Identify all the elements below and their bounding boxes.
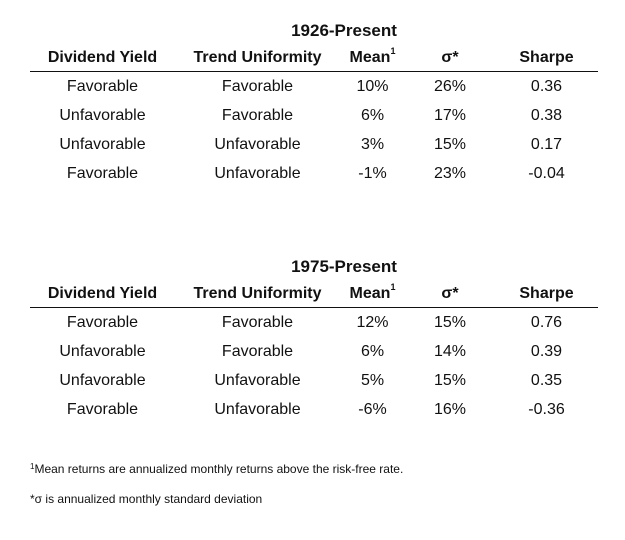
cell-trend-uniformity: Favorable — [221, 77, 294, 95]
footnote-marker: 1 — [30, 462, 35, 471]
cell-dividend-yield: Unfavorable — [59, 106, 146, 124]
table-row: Unfavorable Unfavorable 5% 15% 0.35 — [30, 366, 598, 395]
cell-dividend-yield: Favorable — [66, 313, 139, 331]
footnote-marker: 1 — [390, 45, 396, 56]
table-1926-present: 1926-Present Dividend Yield Trend Unifor… — [30, 18, 598, 188]
table-title: 1926-Present — [291, 21, 397, 40]
cell-sharpe: 0.17 — [530, 135, 563, 153]
cell-trend-uniformity: Favorable — [221, 342, 294, 360]
table-row: Favorable Favorable 12% 15% 0.76 — [30, 308, 598, 337]
header-trend-uniformity: Trend Uniformity — [193, 284, 322, 302]
header-mean: Mean1 — [340, 45, 405, 67]
cell-mean: -1% — [358, 164, 387, 182]
header-sharpe: Sharpe — [519, 48, 574, 66]
cell-mean: 6% — [360, 342, 385, 360]
cell-dividend-yield: Favorable — [66, 164, 139, 182]
header-sigma: σ* — [441, 284, 459, 302]
header-trend-uniformity: Trend Uniformity — [193, 48, 322, 66]
footnote-2-text: *σ is annualized monthly standard deviat… — [30, 492, 263, 506]
cell-sigma: 15% — [433, 135, 467, 153]
cell-sharpe: 0.76 — [530, 313, 563, 331]
cell-dividend-yield: Favorable — [66, 400, 139, 418]
header-mean-label: Mean — [349, 48, 391, 66]
table-row: Favorable Unfavorable -1% 23% -0.04 — [30, 159, 598, 188]
cell-sigma: 16% — [433, 400, 467, 418]
table-1975-present: 1975-Present Dividend Yield Trend Unifor… — [30, 254, 598, 424]
footnote-2: *σ is annualized monthly standard deviat… — [30, 488, 403, 518]
table-title: 1975-Present — [291, 257, 397, 276]
cell-trend-uniformity: Unfavorable — [214, 164, 301, 182]
cell-sigma: 14% — [433, 342, 467, 360]
table-row: Unfavorable Unfavorable 3% 15% 0.17 — [30, 130, 598, 159]
cell-sharpe: 0.36 — [530, 77, 563, 95]
cell-sharpe: -0.04 — [528, 164, 565, 182]
footnote-1: 1Mean returns are annualized monthly ret… — [30, 458, 403, 488]
cell-dividend-yield: Unfavorable — [59, 135, 146, 153]
table-row: Unfavorable Favorable 6% 14% 0.39 — [30, 337, 598, 366]
header-sharpe: Sharpe — [519, 284, 574, 302]
header-mean: Mean1 — [340, 281, 405, 303]
cell-dividend-yield: Unfavorable — [59, 371, 146, 389]
cell-trend-uniformity: Unfavorable — [214, 400, 301, 418]
cell-trend-uniformity: Unfavorable — [214, 371, 301, 389]
cell-mean: -6% — [358, 400, 387, 418]
cell-sharpe: -0.36 — [528, 400, 565, 418]
table-header-row: Dividend Yield Trend Uniformity Mean1 σ*… — [30, 280, 598, 308]
header-sigma: σ* — [441, 48, 459, 66]
cell-mean: 5% — [360, 371, 385, 389]
cell-sharpe: 0.39 — [530, 342, 563, 360]
cell-dividend-yield: Favorable — [66, 77, 139, 95]
cell-mean: 12% — [356, 313, 389, 331]
cell-sigma: 26% — [433, 77, 467, 95]
footnote-marker: 1 — [390, 281, 396, 292]
table-row: Favorable Favorable 10% 26% 0.36 — [30, 72, 598, 101]
cell-trend-uniformity: Favorable — [221, 106, 294, 124]
cell-mean: 6% — [360, 106, 385, 124]
cell-sigma: 23% — [433, 164, 467, 182]
cell-trend-uniformity: Favorable — [221, 313, 294, 331]
cell-dividend-yield: Unfavorable — [59, 342, 146, 360]
header-dividend-yield: Dividend Yield — [47, 48, 158, 66]
cell-mean: 3% — [360, 135, 385, 153]
cell-trend-uniformity: Unfavorable — [214, 135, 301, 153]
header-mean-label: Mean — [349, 284, 391, 302]
cell-sigma: 15% — [433, 371, 467, 389]
footnote-1-text: Mean returns are annualized monthly retu… — [34, 462, 404, 476]
cell-sigma: 17% — [433, 106, 467, 124]
header-dividend-yield: Dividend Yield — [47, 284, 158, 302]
table-header-row: Dividend Yield Trend Uniformity Mean1 σ*… — [30, 44, 598, 72]
footnotes: 1Mean returns are annualized monthly ret… — [30, 458, 403, 518]
table-row: Unfavorable Favorable 6% 17% 0.38 — [30, 101, 598, 130]
cell-sharpe: 0.38 — [530, 106, 563, 124]
cell-mean: 10% — [356, 77, 389, 95]
table-row: Favorable Unfavorable -6% 16% -0.36 — [30, 395, 598, 424]
cell-sigma: 15% — [433, 313, 467, 331]
cell-sharpe: 0.35 — [530, 371, 563, 389]
